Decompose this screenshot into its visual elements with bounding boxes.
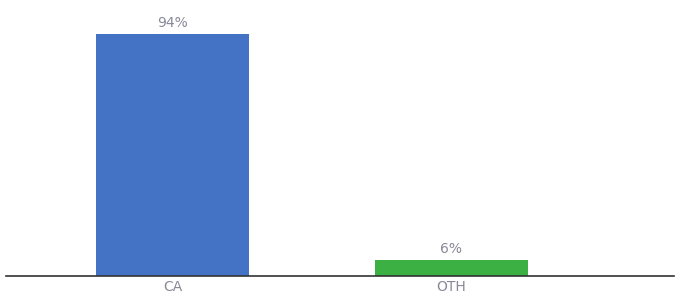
Text: 6%: 6% xyxy=(441,242,462,256)
Bar xyxy=(96,34,250,276)
Text: 94%: 94% xyxy=(157,16,188,30)
Bar xyxy=(375,260,528,276)
